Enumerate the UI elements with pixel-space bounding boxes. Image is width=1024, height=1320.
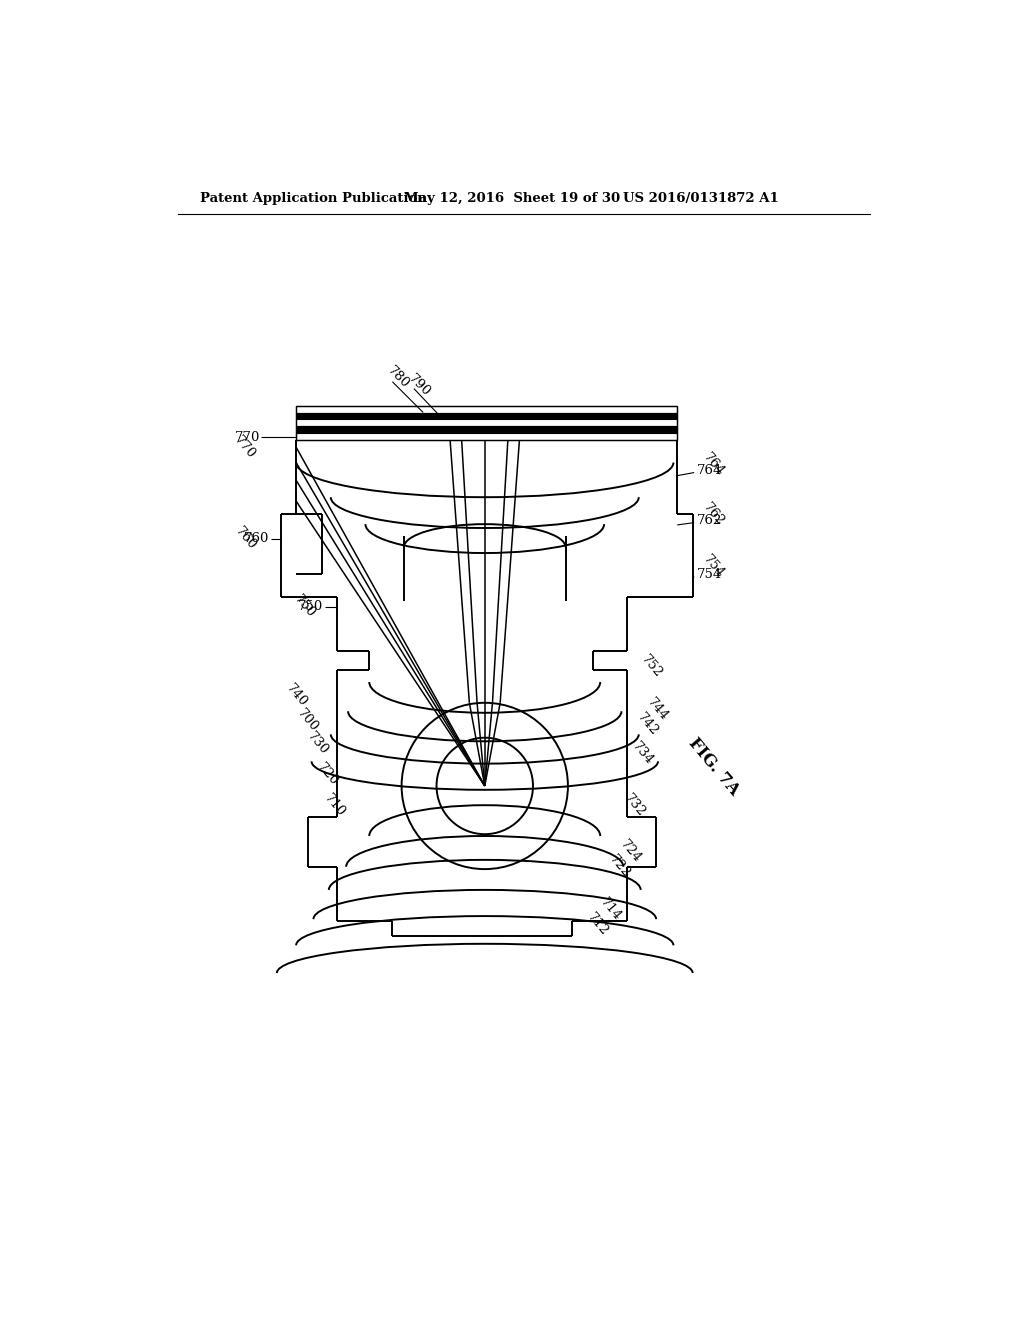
Text: 724: 724 (617, 838, 643, 865)
Text: 762: 762 (696, 513, 722, 527)
Text: 760: 760 (232, 525, 259, 553)
Text: 712: 712 (585, 911, 611, 939)
Text: 734: 734 (630, 739, 655, 767)
Text: 732: 732 (622, 791, 648, 820)
Text: 754: 754 (700, 553, 727, 581)
Bar (296, 413, 677, 418)
Text: 720: 720 (314, 760, 341, 788)
Text: 722: 722 (606, 853, 633, 880)
Bar (296, 426, 677, 433)
Text: 790: 790 (407, 372, 433, 399)
Text: 754: 754 (696, 568, 722, 581)
Text: 770: 770 (234, 430, 260, 444)
Bar (296, 433, 677, 441)
Text: 780: 780 (385, 364, 412, 391)
Text: 700: 700 (295, 706, 321, 734)
Text: 750: 750 (292, 593, 317, 620)
Bar (296, 407, 677, 412)
Text: 762: 762 (700, 500, 727, 528)
Bar (296, 407, 677, 441)
Text: 744: 744 (645, 696, 671, 723)
Text: Patent Application Publication: Patent Application Publication (200, 191, 427, 205)
Text: 750: 750 (298, 601, 323, 612)
Bar (296, 418, 677, 426)
Text: US 2016/0131872 A1: US 2016/0131872 A1 (624, 191, 779, 205)
Text: 760: 760 (244, 532, 269, 545)
Text: 752: 752 (639, 653, 665, 680)
Text: 742: 742 (634, 710, 660, 738)
Text: 740: 740 (284, 682, 310, 710)
Text: 764: 764 (700, 451, 727, 479)
Text: 764: 764 (696, 463, 722, 477)
Text: May 12, 2016  Sheet 19 of 30: May 12, 2016 Sheet 19 of 30 (403, 191, 621, 205)
Text: 730: 730 (304, 730, 331, 758)
Text: FIG. 7A: FIG. 7A (685, 735, 742, 799)
Text: 770: 770 (231, 433, 258, 461)
Text: 714: 714 (597, 895, 624, 923)
Text: 710: 710 (322, 792, 348, 818)
